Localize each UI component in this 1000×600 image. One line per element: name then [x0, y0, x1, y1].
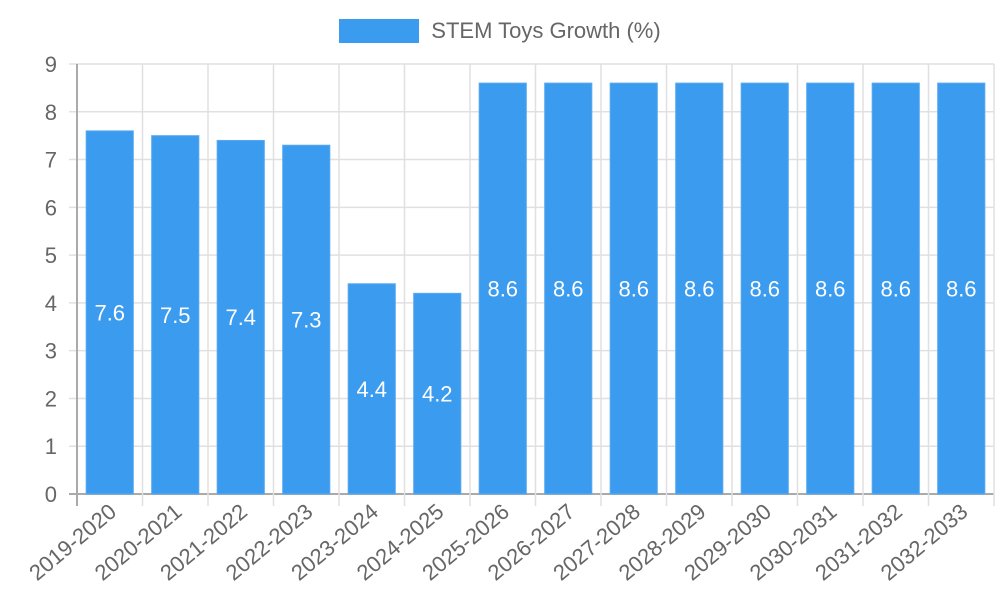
y-tick-label: 9	[45, 52, 57, 77]
y-tick-label: 4	[45, 291, 57, 316]
y-tick-label: 3	[45, 339, 57, 364]
y-tick-label: 7	[45, 148, 57, 173]
bar-value-label: 8.6	[553, 277, 584, 302]
bar[interactable]	[85, 130, 134, 495]
bar[interactable]	[347, 283, 396, 495]
bar[interactable]	[151, 135, 200, 495]
bar-value-label: 8.6	[749, 277, 780, 302]
y-tick-label: 2	[45, 386, 57, 411]
legend-label: STEM Toys Growth (%)	[431, 18, 661, 43]
bar-value-label: 7.5	[160, 303, 191, 328]
legend-swatch	[339, 19, 420, 43]
bar-value-label: 8.6	[684, 277, 715, 302]
y-tick-label: 1	[45, 434, 57, 459]
bar[interactable]	[609, 82, 658, 495]
bar[interactable]	[740, 82, 789, 495]
bar-value-label: 7.3	[291, 308, 322, 333]
bar-value-label: 7.6	[94, 300, 125, 325]
y-tick-label: 8	[45, 100, 57, 125]
bar-value-label: 8.6	[815, 277, 846, 302]
y-tick-label: 6	[45, 195, 57, 220]
bar[interactable]	[937, 82, 986, 495]
bar[interactable]	[675, 82, 724, 495]
bar[interactable]	[478, 82, 527, 495]
bar[interactable]	[413, 292, 462, 495]
bar-value-label: 8.6	[618, 277, 649, 302]
bars: 7.6 7.5 7.4 7.3 4.4 4.2 8.6 8.6 8.6 8.6 8.6 8.6 8.6 8…	[85, 82, 986, 495]
bar[interactable]	[806, 82, 855, 495]
bar-value-label: 8.6	[946, 277, 977, 302]
bar[interactable]	[871, 82, 920, 495]
bar[interactable]	[216, 139, 265, 495]
bar[interactable]	[282, 144, 331, 495]
bar-value-label: 4.2	[422, 382, 453, 407]
y-tick-label: 0	[45, 482, 57, 507]
chart-legend[interactable]: STEM Toys Growth (%)	[0, 18, 1000, 44]
bar-value-label: 4.4	[356, 377, 387, 402]
bar[interactable]	[544, 82, 593, 495]
y-tick-label: 5	[45, 243, 57, 268]
bar-value-label: 7.4	[225, 305, 256, 330]
x-axis-labels: 2019-20202020-20212021-20222022-20232023…	[24, 499, 972, 586]
bar-value-label: 8.6	[487, 277, 518, 302]
bar-value-label: 8.6	[880, 277, 911, 302]
